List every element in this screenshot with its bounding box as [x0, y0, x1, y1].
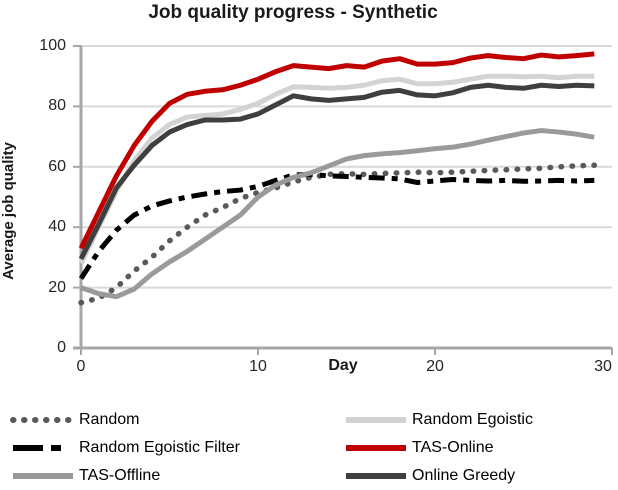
series-line-random-egoistic	[78, 73, 595, 265]
tas-online-line-swatch	[346, 445, 406, 451]
legend-item-random-egoistic: Random Egoistic	[343, 406, 614, 434]
y-tick-0: 0	[57, 339, 66, 356]
series-line-tas-offline	[80, 128, 595, 300]
y-tick-80: 80	[48, 97, 66, 114]
series-line-online-greedy	[78, 82, 595, 261]
legend: Random Random Egoistic Random Egoistic F…	[10, 406, 614, 490]
legend-item-tas-offline: TAS-Offline	[10, 462, 343, 490]
random-egoistic-filter-dashed-line-swatch	[13, 445, 73, 451]
random-egoistic-line-swatch	[346, 417, 406, 423]
series-line-tas-online	[78, 51, 595, 250]
online-greedy-line-swatch	[346, 473, 406, 479]
legend-item-random: Random	[10, 406, 343, 434]
legend-label-online-greedy: Online Greedy	[412, 467, 516, 484]
x-tick-0: 0	[76, 358, 86, 375]
legend-label-tas-offline: TAS-Offline	[79, 467, 161, 484]
legend-label-tas-online: TAS-Online	[412, 439, 494, 456]
legend-label-random-egoistic-filter: Random Egoistic Filter	[79, 439, 240, 456]
random-dotted-line-swatch	[10, 417, 76, 423]
y-tick-20: 20	[48, 279, 66, 296]
series-line-random	[78, 162, 598, 306]
legend-item-random-egoistic-filter: Random Egoistic Filter	[10, 434, 343, 462]
y-tick-100: 100	[39, 37, 66, 54]
series-line-random-egoistic-filter	[78, 171, 595, 280]
tas-offline-line-swatch	[13, 473, 73, 479]
legend-label-random-egoistic: Random Egoistic	[412, 411, 533, 428]
y-tick-60: 60	[48, 158, 66, 175]
y-tick-40: 40	[48, 218, 66, 235]
x-tick-10: 10	[249, 358, 267, 375]
x-axis-title: Day	[328, 357, 358, 374]
x-tick-20: 20	[426, 358, 444, 375]
x-tick-30: 30	[594, 358, 612, 375]
chart-title: Job quality progress - Synthetic	[148, 2, 438, 23]
legend-label-random: Random	[79, 411, 140, 428]
legend-item-tas-online: TAS-Online	[343, 434, 614, 462]
legend-item-online-greedy: Online Greedy	[343, 462, 614, 490]
plot-area	[73, 45, 613, 355]
